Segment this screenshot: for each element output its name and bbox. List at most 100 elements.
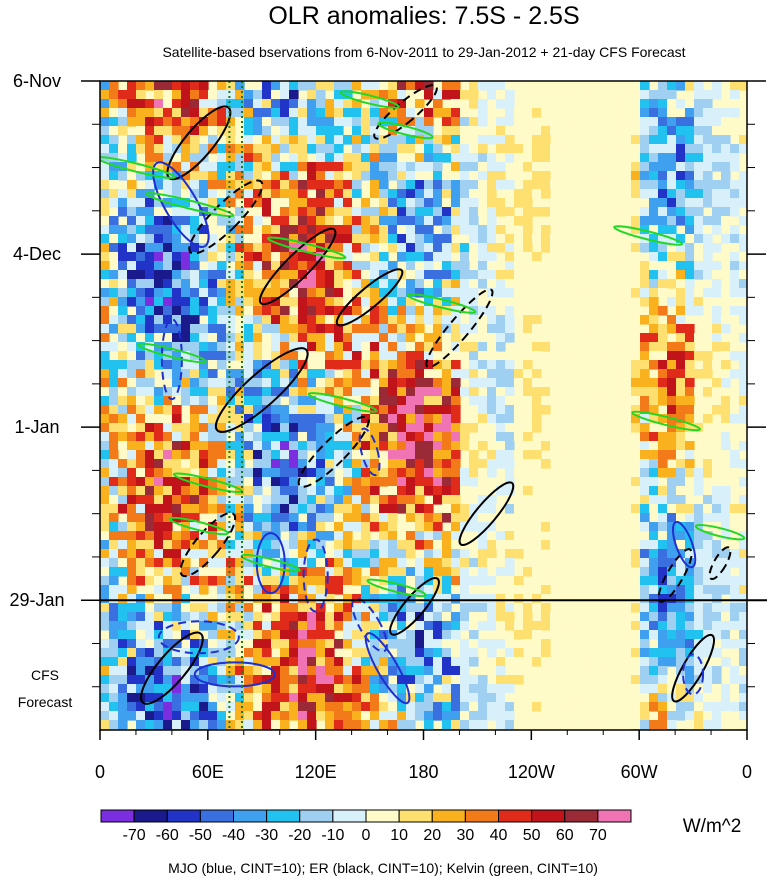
heatmap-cell [199, 225, 209, 235]
heatmap-cell [604, 126, 614, 136]
heatmap-cell [730, 108, 740, 118]
heatmap-cell [325, 567, 335, 577]
heatmap-cell [379, 585, 389, 595]
heatmap-cell [163, 135, 173, 145]
heatmap-cell [721, 549, 731, 559]
heatmap-cell [442, 225, 452, 235]
heatmap-cell [478, 612, 488, 622]
heatmap-cell [595, 612, 605, 622]
heatmap-cell [280, 585, 290, 595]
heatmap-cell [262, 189, 272, 199]
heatmap-cell [622, 603, 632, 613]
heatmap-cell [271, 666, 281, 676]
heatmap-cell [424, 144, 434, 154]
heatmap-cell [505, 270, 515, 280]
heatmap-cell [370, 99, 380, 109]
heatmap-cell [577, 162, 587, 172]
heatmap-cell [496, 657, 506, 667]
heatmap-cell [199, 441, 209, 451]
heatmap-cell [163, 144, 173, 154]
heatmap-cell [460, 603, 470, 613]
heatmap-cell [352, 576, 362, 586]
heatmap-cell [388, 234, 398, 244]
heatmap-cell [604, 648, 614, 658]
heatmap-cell [181, 261, 191, 271]
heatmap-cell [118, 270, 128, 280]
colorbar-label: -10 [321, 827, 344, 844]
heatmap-cell [271, 585, 281, 595]
heatmap-cell [469, 135, 479, 145]
heatmap-cell [451, 657, 461, 667]
heatmap-cell [532, 315, 542, 325]
heatmap-cell [100, 99, 110, 109]
heatmap-cell [271, 189, 281, 199]
heatmap-cell [649, 684, 659, 694]
heatmap-cell [478, 297, 488, 307]
heatmap-cell [712, 711, 722, 721]
heatmap-cell [325, 198, 335, 208]
heatmap-cell [460, 711, 470, 721]
heatmap-cell [667, 162, 677, 172]
heatmap-cell [397, 468, 407, 478]
heatmap-cell [496, 90, 506, 100]
heatmap-cell [118, 117, 128, 127]
heatmap-cell [145, 225, 155, 235]
heatmap-cell [298, 684, 308, 694]
colorbar-label: 70 [589, 827, 607, 844]
heatmap-cell [442, 261, 452, 271]
heatmap-cell [343, 306, 353, 316]
heatmap-cell [136, 396, 146, 406]
heatmap-cell [109, 252, 119, 262]
heatmap-cell [361, 603, 371, 613]
heatmap-cell [289, 153, 299, 163]
heatmap-cell [469, 423, 479, 433]
heatmap-cell [487, 468, 497, 478]
heatmap-cell [694, 333, 704, 343]
heatmap-cell [199, 90, 209, 100]
heatmap-cell [487, 585, 497, 595]
heatmap-cell [478, 504, 488, 514]
heatmap-cell [361, 675, 371, 685]
heatmap-cell [379, 162, 389, 172]
heatmap-cell [163, 504, 173, 514]
heatmap-cell [415, 81, 425, 91]
heatmap-cell [397, 657, 407, 667]
heatmap-cell [703, 288, 713, 298]
heatmap-cell [127, 657, 137, 667]
heatmap-cell [559, 198, 569, 208]
heatmap-cell [568, 459, 578, 469]
heatmap-cell [109, 450, 119, 460]
heatmap-cell [217, 693, 227, 703]
heatmap-cell [568, 450, 578, 460]
heatmap-cell [559, 648, 569, 658]
heatmap-cell [433, 522, 443, 532]
heatmap-cell [127, 216, 137, 226]
heatmap-cell [550, 243, 560, 253]
heatmap-cell [694, 531, 704, 541]
heatmap-cell [280, 414, 290, 424]
heatmap-cell [487, 180, 497, 190]
heatmap-cell [487, 216, 497, 226]
heatmap-cell [550, 549, 560, 559]
heatmap-cell [388, 468, 398, 478]
heatmap-cell [262, 405, 272, 415]
heatmap-cell [397, 234, 407, 244]
heatmap-cell [118, 396, 128, 406]
heatmap-cell [154, 90, 164, 100]
heatmap-cell [190, 180, 200, 190]
heatmap-cell [478, 261, 488, 271]
heatmap-cell [388, 594, 398, 604]
heatmap-cell [712, 567, 722, 577]
heatmap-cell [388, 360, 398, 370]
heatmap-cell [496, 594, 506, 604]
heatmap-cell [667, 675, 677, 685]
heatmap-cell [685, 324, 695, 334]
heatmap-cell [451, 702, 461, 712]
heatmap-cell [649, 342, 659, 352]
heatmap-cell [442, 432, 452, 442]
heatmap-cell [397, 639, 407, 649]
heatmap-cell [109, 639, 119, 649]
heatmap-cell [334, 81, 344, 91]
heatmap-cell [226, 387, 236, 397]
heatmap-cell [226, 675, 236, 685]
